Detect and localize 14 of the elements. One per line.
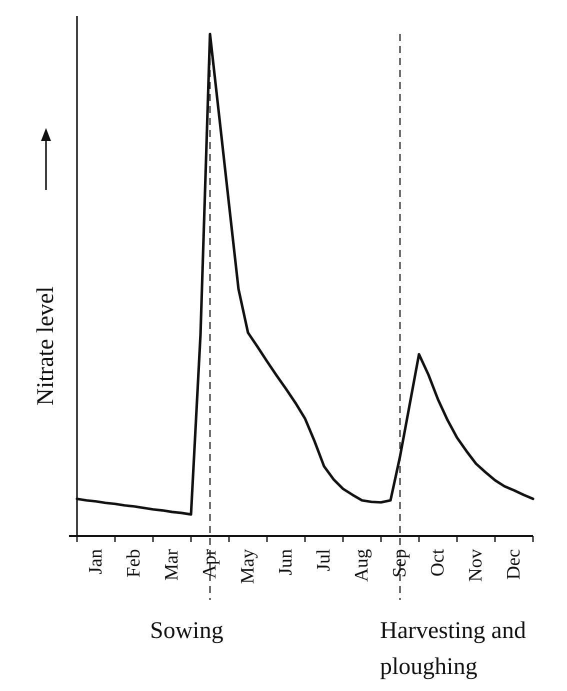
x-tick-label: May [238, 548, 258, 584]
x-tick-label: Feb [124, 549, 144, 578]
ref-line-label: Harvesting and ploughing [380, 618, 526, 680]
x-tick-label: Jan [86, 548, 106, 574]
x-tick-label: Aug [352, 548, 372, 582]
x-tick-label: Mar [162, 548, 182, 581]
y-axis-title: Nitrate level [33, 286, 59, 406]
x-tick-label: Jun [276, 548, 296, 576]
x-tick-label: Sep [390, 549, 410, 578]
x-tick-label: Dec [504, 549, 524, 580]
x-tick-label: Oct [428, 548, 448, 576]
x-tick-label: Jul [314, 549, 334, 572]
ref-line-label: Sowing [150, 618, 224, 644]
x-tick-label: Nov [466, 548, 486, 582]
